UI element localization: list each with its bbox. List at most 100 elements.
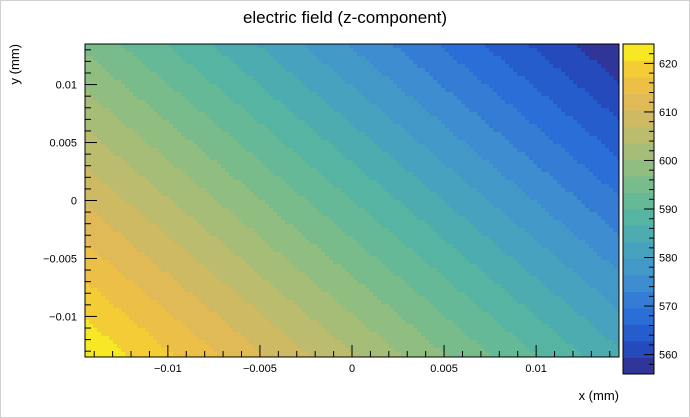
heatmap-cell [421,60,426,65]
heatmap-cell [317,64,322,69]
heatmap-cell [505,112,510,117]
heatmap-cell [593,136,598,141]
heatmap-cell [605,164,610,169]
heatmap-cell [433,156,438,161]
heatmap-cell [89,48,94,53]
heatmap-cell [129,152,134,157]
heatmap-cell [409,180,414,185]
heatmap-cell [253,108,258,113]
heatmap-cell [337,160,342,165]
heatmap-cell [149,56,154,61]
heatmap-cell [205,60,210,65]
heatmap-cell [373,76,378,81]
heatmap-cell [401,160,406,165]
heatmap-cell [261,112,266,117]
heatmap-cell [205,64,210,69]
heatmap-cell [93,104,98,109]
heatmap-cell [577,64,582,69]
heatmap-cell [597,124,602,129]
heatmap-cell [205,44,210,49]
heatmap-cell [537,44,542,49]
heatmap-cell [317,52,322,57]
heatmap-cell [569,140,574,145]
heatmap-cell [333,112,338,117]
heatmap-cell [309,148,314,153]
heatmap-cell [137,64,142,69]
heatmap-cell [185,136,190,141]
heatmap-cell [109,64,114,69]
heatmap-cell [97,100,102,105]
heatmap-cell [429,152,434,157]
heatmap-cell [573,60,578,65]
heatmap-cell [541,48,546,53]
heatmap-cell [605,160,610,165]
heatmap-cell [337,60,342,65]
heatmap-cell [101,116,106,121]
heatmap-cell [321,76,326,81]
heatmap-cell [481,172,486,177]
heatmap-cell [421,44,426,49]
heatmap-cell [385,160,390,165]
heatmap-cell [481,80,486,85]
heatmap-cell [253,56,258,61]
heatmap-cell [149,108,154,113]
heatmap-cell [129,160,134,165]
heatmap-cell [541,100,546,105]
heatmap-cell [261,156,266,161]
heatmap-cell [477,188,482,193]
heatmap-cell [205,136,210,141]
heatmap-cell [401,92,406,97]
heatmap-cell [609,140,614,145]
heatmap-cell [329,136,334,141]
heatmap-cell [333,84,338,89]
heatmap-cell [221,116,226,121]
heatmap-cell [93,184,98,189]
heatmap-cell [141,172,146,177]
heatmap-cell [345,88,350,93]
heatmap-cell [109,160,114,165]
heatmap-cell [517,184,522,189]
heatmap-cell [381,180,386,185]
heatmap-cell [545,44,550,49]
heatmap-cell [537,164,542,169]
heatmap-cell [581,80,586,85]
heatmap-cell [205,148,210,153]
heatmap-cell [609,44,614,49]
heatmap-cell [317,160,322,165]
heatmap-cell [369,52,374,57]
heatmap-cell [353,104,358,109]
heatmap-cell [129,72,134,77]
heatmap-cell [501,80,506,85]
heatmap-cell [329,152,334,157]
heatmap-cell [493,168,498,173]
heatmap-cell [325,132,330,137]
heatmap-cell [377,168,382,173]
heatmap-cell [301,72,306,77]
heatmap-cell [289,180,294,185]
heatmap-cell [153,52,158,57]
heatmap-cell [441,128,446,133]
heatmap-cell [409,48,414,53]
heatmap-cell [489,76,494,81]
heatmap-cell [209,136,214,141]
heatmap-cell [613,52,618,57]
heatmap-cell [109,168,114,173]
heatmap-cell [541,56,546,61]
heatmap-cell [513,124,518,129]
heatmap-cell [197,52,202,57]
heatmap-cell [337,64,342,69]
heatmap-cell [489,52,494,57]
heatmap-cell [601,148,606,153]
heatmap-cell [173,172,178,177]
heatmap-cell [265,112,270,117]
heatmap-cell [517,188,522,193]
heatmap-cell [549,76,554,81]
heatmap-cell [557,52,562,57]
heatmap-cell [281,128,286,133]
heatmap-cell [433,172,438,177]
heatmap-cell [433,92,438,97]
heatmap-cell [485,92,490,97]
heatmap-cell [585,136,590,141]
heatmap-cell [593,168,598,173]
heatmap-cell [89,116,94,121]
